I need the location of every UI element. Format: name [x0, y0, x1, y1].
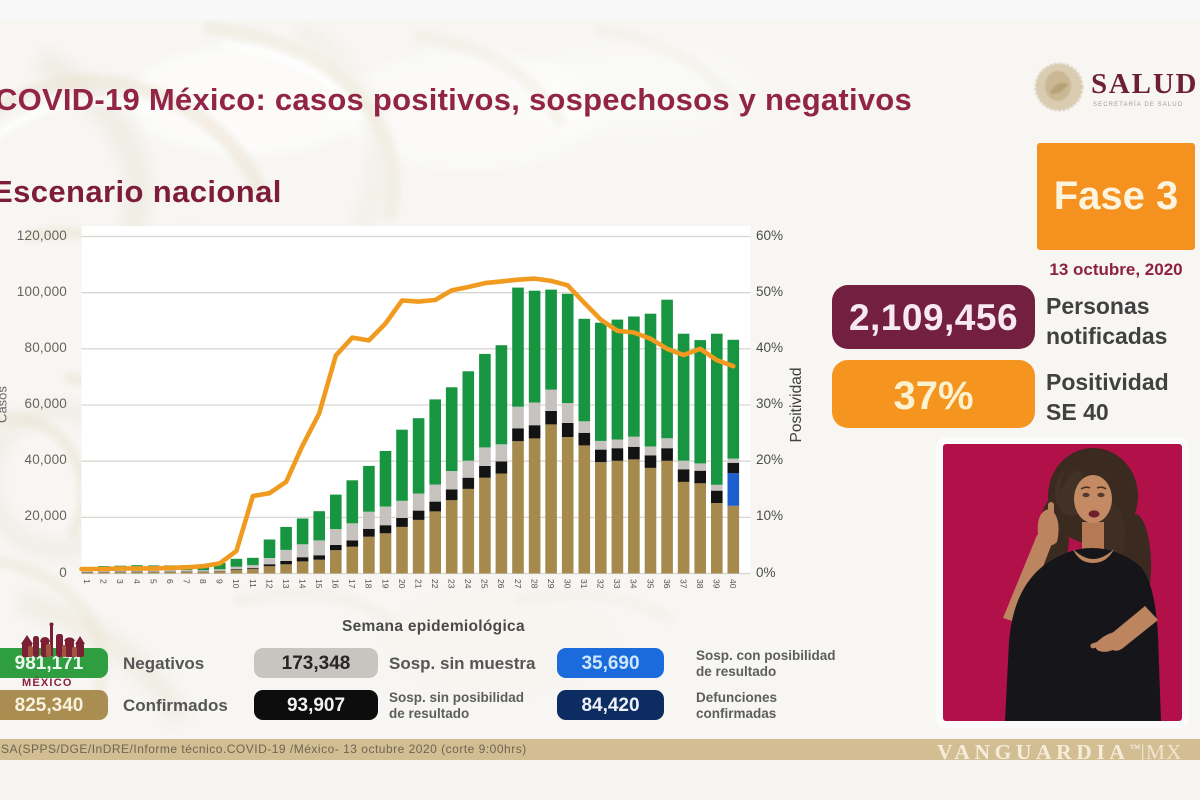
- svg-text:10: 10: [231, 579, 241, 589]
- svg-text:8: 8: [198, 579, 208, 584]
- svg-text:16: 16: [331, 579, 341, 589]
- svg-text:6: 6: [165, 579, 175, 584]
- svg-text:20: 20: [397, 579, 407, 589]
- svg-text:17: 17: [347, 579, 357, 589]
- svg-text:29: 29: [546, 579, 556, 589]
- svg-text:9: 9: [215, 579, 225, 584]
- svg-text:14: 14: [297, 579, 307, 589]
- svg-text:31: 31: [579, 579, 589, 589]
- svg-text:36: 36: [662, 579, 672, 589]
- svg-text:22: 22: [430, 579, 440, 589]
- svg-text:25: 25: [480, 579, 490, 589]
- svg-text:19: 19: [380, 579, 390, 589]
- svg-text:28: 28: [529, 579, 539, 589]
- svg-text:37: 37: [678, 579, 688, 589]
- svg-text:33: 33: [612, 579, 622, 589]
- svg-text:2: 2: [99, 579, 109, 584]
- svg-text:27: 27: [513, 579, 523, 589]
- svg-text:26: 26: [496, 579, 506, 589]
- svg-text:21: 21: [413, 579, 423, 589]
- svg-text:15: 15: [314, 579, 324, 589]
- svg-text:5: 5: [148, 579, 158, 584]
- svg-text:4: 4: [132, 579, 142, 584]
- svg-text:38: 38: [695, 579, 705, 589]
- svg-text:40: 40: [728, 579, 738, 589]
- svg-text:39: 39: [712, 579, 722, 589]
- svg-text:30: 30: [563, 579, 573, 589]
- svg-text:7: 7: [182, 579, 192, 584]
- svg-text:11: 11: [248, 579, 258, 588]
- svg-text:34: 34: [629, 579, 639, 589]
- svg-text:24: 24: [463, 579, 473, 589]
- svg-text:35: 35: [645, 579, 655, 589]
- svg-text:18: 18: [364, 579, 374, 589]
- svg-text:12: 12: [264, 579, 274, 589]
- svg-text:1: 1: [82, 579, 92, 584]
- svg-text:32: 32: [596, 579, 606, 589]
- svg-text:23: 23: [447, 579, 457, 589]
- svg-text:3: 3: [115, 579, 125, 584]
- svg-text:13: 13: [281, 579, 291, 589]
